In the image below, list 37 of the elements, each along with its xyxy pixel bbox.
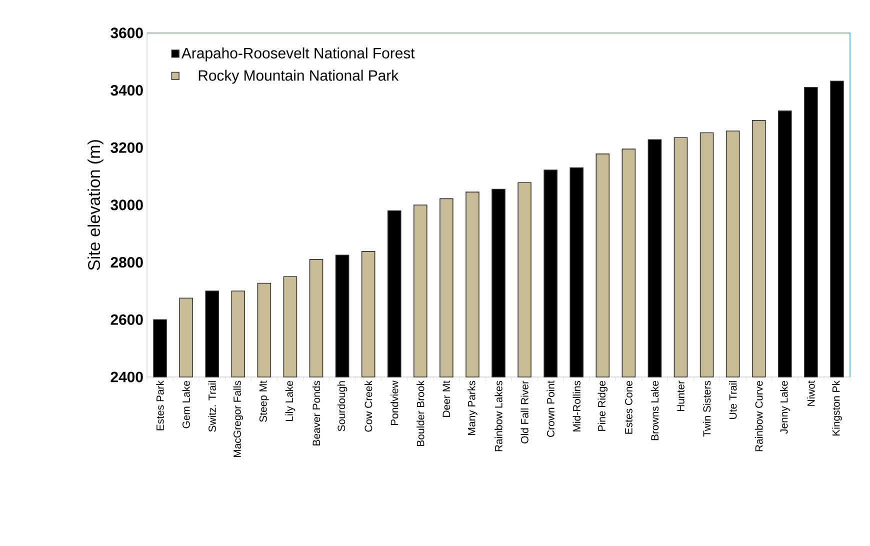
x-tick-label: Browns Lake — [650, 380, 659, 440]
y-tick-label: 3000 — [110, 200, 143, 210]
x-tick-label: Jenny Lake — [780, 380, 790, 434]
x-tick-label: Many Parks — [468, 380, 478, 435]
x-tick-label: Pondview — [390, 380, 398, 425]
x-tick-label: MacGregor Falls — [233, 380, 244, 457]
x-tick-label: Twin Sisters — [702, 380, 711, 437]
y-tick-label: 3600 — [110, 28, 143, 38]
y-tick-label: 2400 — [110, 372, 143, 382]
legend-label: Rocky Mountain National Park — [198, 70, 399, 84]
y-tick-label: 3400 — [110, 85, 143, 96]
y-tick-label: 2600 — [110, 314, 143, 325]
x-tick-label: Steep Mt — [259, 380, 269, 422]
x-tick-label: Old Fall River — [520, 380, 528, 444]
x-tick-label: Mid-Rollins — [572, 380, 580, 432]
legend-label: Arapaho-Roosevelt National Forest — [181, 47, 415, 62]
x-tick-label: Kingston Pk — [832, 380, 842, 436]
x-tick-label: Lily Lake — [285, 380, 296, 421]
y-axis-title: Site elevation (m) — [88, 140, 104, 270]
x-tick-label: Sourdough — [337, 381, 348, 432]
x-tick-label: Crown Point — [546, 380, 554, 437]
x-tick-label: Cow Creek — [364, 380, 372, 432]
x-tick-label: Deer Mt — [442, 380, 450, 417]
x-tick-label: Hunter — [677, 380, 684, 412]
x-tick-label: Pine Ridge — [598, 381, 608, 431]
x-tick-label: Gem Lake — [182, 380, 190, 428]
x-tick-label: Ute Trail — [729, 381, 737, 419]
x-tick-label: Estes Cone — [625, 380, 632, 434]
x-tick-label: Beaver Ponds — [312, 380, 320, 446]
y-tick-label: 2800 — [110, 257, 143, 268]
y-tick-label: 3200 — [110, 142, 143, 153]
x-tick-label: Boulder Brook — [416, 380, 424, 446]
x-tick-label: Estes Park — [156, 380, 164, 430]
x-tick-label: Rainbow Curve — [755, 381, 763, 452]
x-tick-label: Niwot — [807, 380, 815, 406]
x-tick-label: Switz. Trail — [208, 381, 216, 432]
x-tick-label: Rainbow Lakes — [494, 380, 502, 452]
